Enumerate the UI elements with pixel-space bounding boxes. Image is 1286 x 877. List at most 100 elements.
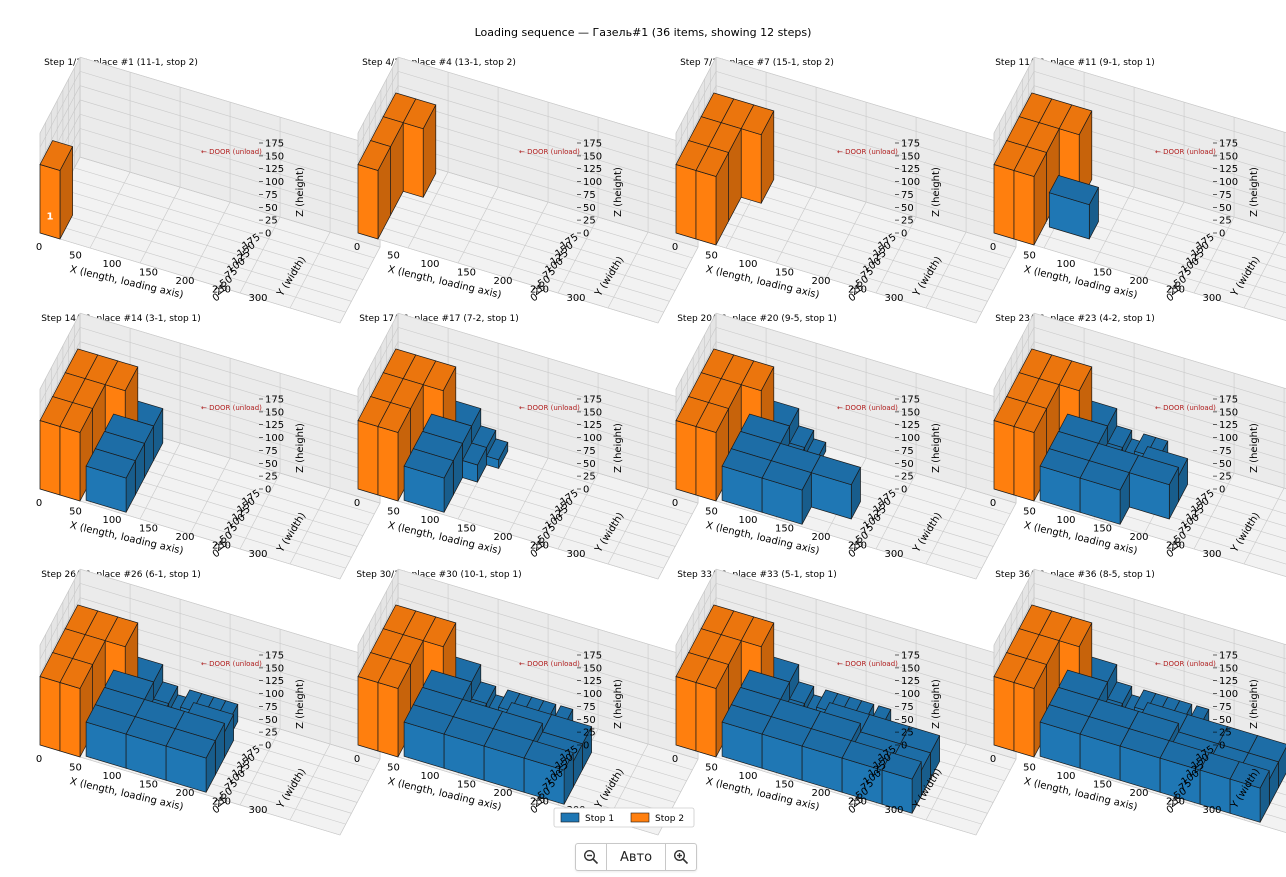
z-tick-label: 75 (901, 446, 914, 457)
z-tick-label: 50 (1219, 203, 1232, 214)
z-tick-label: 150 (265, 663, 284, 674)
panel-title: Step 14/36: place #14 (3-1, stop 1) (41, 314, 201, 324)
x-tick-label: 250 (530, 285, 549, 296)
cargo-box-16 (461, 442, 488, 483)
cargo-box-14 (403, 448, 454, 513)
z-tick-label: 100 (583, 689, 602, 700)
x-tick-label: 250 (1166, 541, 1185, 552)
panel-step-7: Step 20/36: place #20 (9-5, stop 1) ← DOO… (672, 312, 1017, 580)
cargo-box-1 (39, 140, 74, 240)
zoom-out-button[interactable] (576, 844, 607, 870)
y-tick-label: 0 (847, 292, 859, 305)
z-tick-label: 25 (583, 728, 596, 739)
z-tick-label: 100 (1219, 689, 1238, 700)
z-tick-label: 50 (1219, 459, 1232, 470)
panel-title: Step 26/36: place #26 (6-1, stop 1) (41, 570, 201, 580)
z-tick-label: 0 (1219, 485, 1225, 496)
boxes (675, 92, 775, 246)
z-tick-label: 100 (265, 433, 284, 444)
z-tick-label: 0 (1219, 741, 1225, 752)
z-tick-label: 125 (1219, 676, 1238, 687)
z-tick-label: 100 (583, 177, 602, 188)
x-tick-label: 0 (36, 242, 42, 253)
panel-title: Step 33/36: place #33 (5-1, stop 1) (677, 570, 837, 580)
legend-item: Stop 1 (560, 812, 614, 824)
cargo-box-6 (1013, 146, 1048, 246)
z-tick-label: 75 (1219, 190, 1232, 201)
y-tick-label: 0 (1165, 292, 1177, 305)
z-tick-label: 0 (1219, 229, 1225, 240)
z-tick-label: 175 (265, 651, 284, 662)
x-tick-label: 100 (420, 515, 439, 526)
gridlines (357, 312, 699, 580)
magnifier-plus-icon (673, 849, 689, 865)
boxes (675, 604, 941, 814)
x-tick-label: 0 (672, 242, 678, 253)
z-tick-label: 25 (265, 472, 278, 483)
z-tick-label: 125 (583, 676, 602, 687)
x-tick-label: 50 (387, 507, 400, 518)
x-tick-label: 50 (1023, 763, 1036, 774)
x-tick-label: 100 (1056, 771, 1075, 782)
x-tick-label: 250 (212, 797, 231, 808)
panels-grid: Step 1/36: place #1 (11-1, stop 2) 1 ← DOO… (36, 56, 1286, 836)
panel-title: Step 7/36: place #7 (15-1, stop 2) (680, 58, 834, 68)
x-tick-label: 200 (493, 788, 512, 799)
x-tick-label: 150 (139, 524, 158, 535)
z-tick-label: 125 (1219, 420, 1238, 431)
boxes (993, 92, 1100, 246)
zoom-level-button[interactable]: Авто (607, 844, 666, 870)
x-tick-label: 50 (69, 251, 82, 262)
x-tick-label: 250 (848, 285, 867, 296)
x-tick-label: 200 (1129, 532, 1148, 543)
boxes (39, 604, 239, 793)
x-tick-label: 0 (36, 754, 42, 765)
z-tick-label: 150 (265, 407, 284, 418)
cargo-box-20 (1128, 454, 1180, 520)
legend-swatch (560, 812, 580, 823)
panel-step-3: Step 7/36: place #7 (15-1, stop 2) ← DOOR… (672, 56, 1017, 324)
z-tick-label: 175 (901, 395, 920, 406)
panel-title: Step 17/36: place #17 (7-2, stop 1) (359, 314, 519, 324)
z-tick-label: 150 (1219, 407, 1238, 418)
x-tick-label: 100 (738, 515, 757, 526)
zoom-in-button[interactable] (666, 844, 696, 870)
z-tick-label: 75 (901, 702, 914, 713)
x-tick-label: 300 (248, 293, 267, 304)
x-tick-label: 150 (457, 780, 476, 791)
z-tick-label: 75 (265, 702, 278, 713)
x-tick-label: 250 (212, 285, 231, 296)
cargo-box-30 (523, 740, 574, 805)
z-tick-label: 100 (265, 689, 284, 700)
cargo-box-6 (695, 658, 730, 758)
z-axis-label: Z (height) (931, 167, 942, 217)
panel-title: Step 11/36: place #11 (9-1, stop 1) (995, 58, 1155, 68)
z-tick-label: 100 (583, 433, 602, 444)
x-tick-label: 0 (672, 498, 678, 509)
panel-step-10: Step 30/36: place #30 (10-1, stop 1) ← DO… (354, 568, 699, 836)
z-tick-label: 0 (265, 485, 271, 496)
x-tick-label: 150 (139, 268, 158, 279)
z-tick-label: 0 (901, 741, 907, 752)
door-annotation: ← DOOR (unload) (1155, 148, 1216, 156)
z-tick-label: 175 (265, 139, 284, 150)
x-tick-label: 50 (705, 251, 718, 262)
boxes (993, 604, 1286, 823)
z-tick-label: 150 (583, 663, 602, 674)
z-tick-label: 0 (583, 229, 589, 240)
x-tick-label: 150 (457, 524, 476, 535)
cargo-box-26 (165, 728, 216, 793)
x-tick-label: 0 (672, 754, 678, 765)
x-tick-label: 200 (811, 788, 830, 799)
z-axis-label: Z (height) (613, 423, 624, 473)
z-tick-label: 125 (583, 420, 602, 431)
z-axis-label: Z (height) (1249, 679, 1260, 729)
x-tick-label: 250 (848, 797, 867, 808)
x-tick-label: 200 (811, 276, 830, 287)
cargo-box-14 (85, 448, 136, 513)
panel-step-6: Step 17/36: place #17 (7-2, stop 1) ← DOO… (354, 312, 699, 580)
panel-title: Step 36/36: place #36 (8-5, stop 1) (995, 570, 1155, 580)
z-tick-label: 25 (901, 728, 914, 739)
y-tick-label: 0 (1165, 548, 1177, 561)
x-tick-label: 100 (102, 771, 121, 782)
